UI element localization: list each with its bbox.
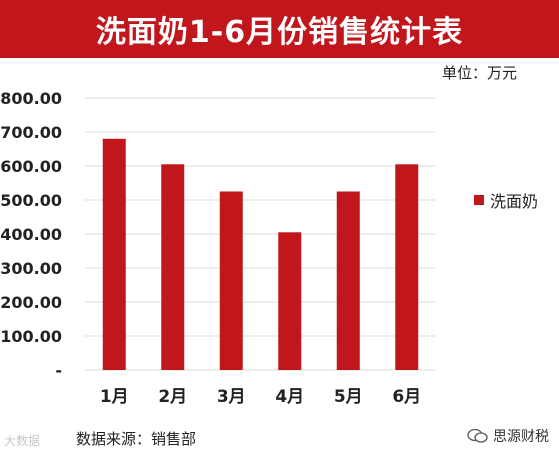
source-label: 数据来源：销售部 <box>76 430 197 448</box>
bar <box>219 191 243 370</box>
bar <box>161 164 185 370</box>
x-tick-label: 6月 <box>392 387 421 407</box>
chart-title: 洗面奶1-6月份销售统计表 <box>0 0 559 58</box>
y-tick-label: 400.00 <box>0 225 62 244</box>
legend-label: 洗面奶 <box>490 192 539 211</box>
watermark-right-label: 思源财税 <box>493 429 549 445</box>
y-tick-label: - <box>55 361 62 380</box>
watermark-right: 思源财税 <box>467 426 549 446</box>
x-tick-label: 3月 <box>217 387 246 407</box>
unit-label: 单位：万元 <box>441 64 517 82</box>
bar <box>395 164 419 370</box>
x-tick-label: 5月 <box>334 387 363 407</box>
legend: 洗面奶 <box>474 188 538 212</box>
y-tick-label: 600.00 <box>0 157 62 176</box>
y-tick-label: 200.00 <box>0 293 62 312</box>
bar <box>336 191 360 370</box>
y-tick-label: 800.00 <box>0 89 62 108</box>
wechat-icon <box>467 428 488 443</box>
bar <box>102 138 126 370</box>
bar <box>278 232 302 370</box>
x-tick-label: 2月 <box>158 387 187 407</box>
x-tick-label: 4月 <box>275 387 304 407</box>
y-tick-label: 700.00 <box>0 123 62 142</box>
y-tick-label: 500.00 <box>0 191 62 210</box>
y-tick-label: 100.00 <box>0 327 62 346</box>
x-tick-label: 1月 <box>100 387 129 407</box>
y-tick-label: 300.00 <box>0 259 62 278</box>
legend-swatch <box>474 195 484 205</box>
watermark-left: 大数据 <box>4 434 41 448</box>
